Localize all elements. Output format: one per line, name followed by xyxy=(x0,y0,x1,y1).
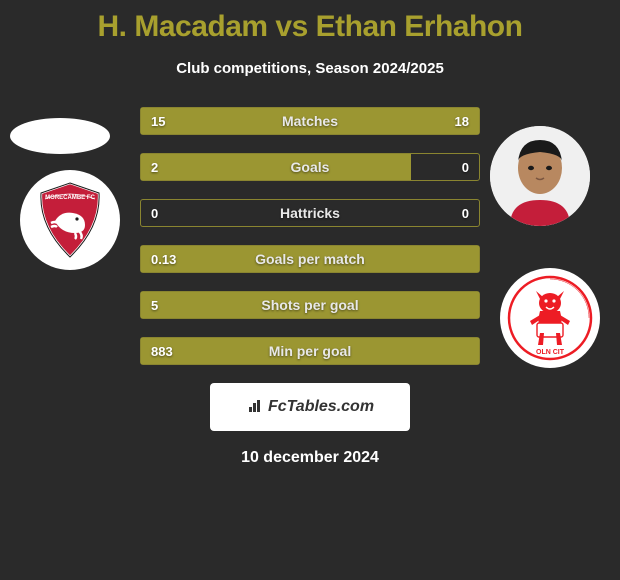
stat-row: 1518Matches xyxy=(140,107,480,135)
stat-row: 20Goals xyxy=(140,153,480,181)
fctables-badge: FcTables.com xyxy=(210,383,410,431)
page-title: H. Macadam vs Ethan Erhahon xyxy=(0,0,620,44)
date-label: 10 december 2024 xyxy=(0,449,620,467)
subtitle: Club competitions, Season 2024/2025 xyxy=(0,60,620,77)
stat-row: 883Min per goal xyxy=(140,337,480,365)
stat-row: 00Hattricks xyxy=(140,199,480,227)
stat-label: Shots per goal xyxy=(141,292,479,318)
stats-container: 1518Matches 20Goals 00Hattricks 0.13Goals p… xyxy=(0,107,620,365)
fctables-label: FcTables.com xyxy=(268,398,374,416)
stat-row: 0.13Goals per match xyxy=(140,245,480,273)
stat-row: 5Shots per goal xyxy=(140,291,480,319)
stat-label: Goals per match xyxy=(141,246,479,272)
fctables-logo-icon xyxy=(246,398,264,416)
stat-label: Matches xyxy=(141,108,479,134)
stat-label: Min per goal xyxy=(141,338,479,364)
stat-label: Goals xyxy=(141,154,479,180)
stat-label: Hattricks xyxy=(141,200,479,226)
